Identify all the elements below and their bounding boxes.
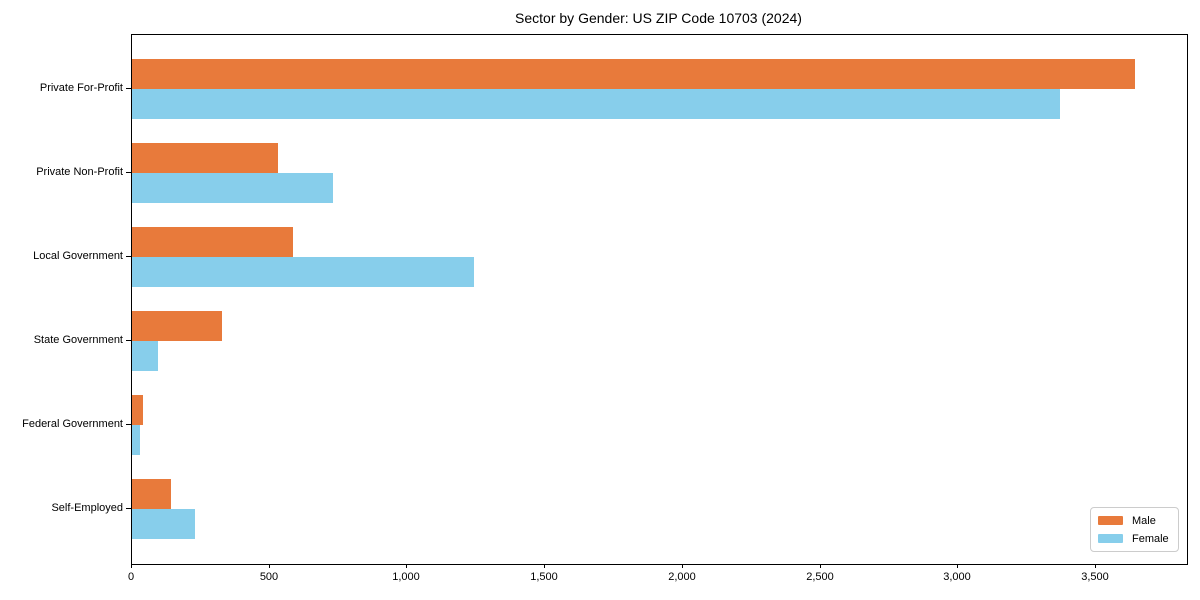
x-tick-label: 0 (127, 571, 135, 583)
bar-male-5 (132, 479, 171, 509)
legend-swatch-female (1098, 534, 1123, 543)
x-tick-label: 1,000 (392, 571, 420, 583)
bar-male-2 (132, 227, 293, 257)
bar-female-2 (132, 257, 474, 287)
chart-title: Sector by Gender: US ZIP Code 10703 (202… (515, 10, 802, 26)
x-tick-label: 2,500 (806, 571, 834, 583)
bar-female-0 (132, 89, 1060, 119)
legend-item-male: Male (1098, 513, 1169, 528)
y-tick-label: Federal Government (22, 418, 123, 430)
y-tick (126, 508, 131, 509)
bar-female-3 (132, 341, 158, 371)
y-tick (126, 88, 131, 89)
legend: Male Female (1090, 507, 1179, 552)
bar-female-1 (132, 173, 333, 203)
bar-male-4 (132, 395, 143, 425)
y-tick (126, 256, 131, 257)
x-tick (957, 564, 958, 568)
bar-male-1 (132, 143, 278, 173)
bar-male-3 (132, 311, 222, 341)
x-tick (406, 564, 407, 568)
y-tick (126, 340, 131, 341)
x-tick (1095, 564, 1096, 568)
x-tick (682, 564, 683, 568)
x-tick-label: 2,000 (668, 571, 696, 583)
y-tick-label: Private For-Profit (39, 82, 123, 94)
y-tick-label: Self-Employed (51, 502, 123, 514)
plot-area (131, 34, 1188, 565)
x-tick-label: 3,000 (943, 571, 971, 583)
bar-male-0 (132, 59, 1135, 89)
bar-female-4 (132, 425, 140, 455)
y-tick-label: Private Non-Profit (36, 166, 123, 178)
y-tick (126, 424, 131, 425)
x-tick (269, 564, 270, 568)
x-tick-label: 3,500 (1081, 571, 1109, 583)
y-tick-label: Local Government (33, 250, 123, 262)
y-tick-label: State Government (33, 334, 123, 346)
bar-female-5 (132, 509, 195, 539)
x-tick (820, 564, 821, 568)
legend-swatch-male (1098, 516, 1123, 525)
legend-label-female: Female (1132, 532, 1169, 545)
x-tick-label: 500 (259, 571, 279, 583)
x-tick-label: 1,500 (530, 571, 558, 583)
x-tick (544, 564, 545, 568)
x-tick (131, 564, 132, 568)
legend-item-female: Female (1098, 531, 1169, 546)
y-tick (126, 172, 131, 173)
legend-label-male: Male (1132, 514, 1156, 527)
